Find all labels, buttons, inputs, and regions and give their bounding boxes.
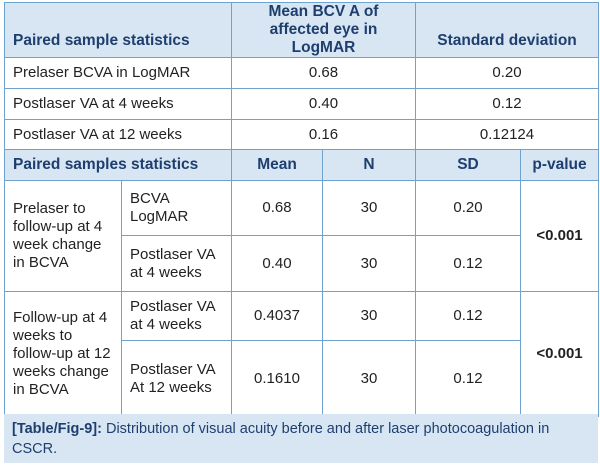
table1-header-mean: Mean BCV A of affected eye in LogMAR <box>231 2 416 58</box>
row-mean: 0.68 <box>231 180 323 236</box>
table1-header-statistics: Paired sample statistics <box>4 2 232 58</box>
row-mean: 0.4037 <box>231 291 323 341</box>
row-mean: 0.40 <box>231 88 416 120</box>
group-pvalue: <0.001 <box>520 180 599 292</box>
row-label: Postlaser VA at 12 weeks <box>4 119 232 150</box>
table-row: Postlaser VA at 4 weeks 0.40 30 0.12 <box>5 235 599 292</box>
caption-text: Distribution of visual acuity before and… <box>12 421 550 457</box>
row-sd: 0.20 <box>415 180 521 236</box>
statistics-figure: Paired sample statistics Mean BCV A of a… <box>4 2 599 463</box>
table2-header-row: Paired samples statistics Mean N SD p-va… <box>4 149 599 181</box>
table2-header-sd: SD <box>415 149 521 181</box>
row-sd: 0.20 <box>415 57 599 89</box>
group-label: Prelaser to follow-up at 4 week change i… <box>4 180 122 292</box>
row-measure: BCVA LogMAR <box>121 180 232 236</box>
row-mean: 0.16 <box>231 119 416 150</box>
table-row: Prelaser BCVA in LogMAR 0.68 0.20 <box>4 57 599 89</box>
row-sd: 0.12124 <box>415 119 599 150</box>
row-mean: 0.68 <box>231 57 416 89</box>
row-sd: 0.12 <box>415 235 521 292</box>
group-label: Follow-up at 4 weeks to follow-up at 12 … <box>4 291 122 417</box>
row-mean: 0.40 <box>231 235 323 292</box>
row-measure: Postlaser VA at 4 weeks <box>121 291 232 341</box>
row-label: Postlaser VA at 4 weeks <box>4 88 232 120</box>
row-sd: 0.12 <box>415 291 521 341</box>
table2-header-n: N <box>322 149 416 181</box>
table-row: Postlaser VA at 4 weeks 0.40 0.12 <box>4 88 599 120</box>
figure-caption: [Table/Fig-9]: Distribution of visual ac… <box>4 414 598 463</box>
row-n: 30 <box>322 340 416 417</box>
row-sd: 0.12 <box>415 88 599 120</box>
row-n: 30 <box>322 235 416 292</box>
group-pvalue: <0.001 <box>520 291 599 417</box>
table-row: Follow-up at 4 weeks to follow-up at 12 … <box>4 291 599 417</box>
row-n: 30 <box>322 291 416 341</box>
row-sd: 0.12 <box>415 340 521 417</box>
table-row: Postlaser VA at 12 weeks 0.16 0.12124 <box>4 119 599 150</box>
table-row: Prelaser to follow-up at 4 week change i… <box>4 180 599 292</box>
table2-header-pvalue: p-value <box>520 149 599 181</box>
row-mean: 0.1610 <box>231 340 323 417</box>
table-row: Postlaser VA At 12 weeks 0.1610 30 0.12 <box>5 340 599 417</box>
statistics-table: Paired sample statistics Mean BCV A of a… <box>4 2 599 417</box>
table1-header-sd: Standard deviation <box>415 2 599 58</box>
row-measure: Postlaser VA At 12 weeks <box>121 340 232 417</box>
row-measure: Postlaser VA at 4 weeks <box>121 235 232 292</box>
table2-header-mean: Mean <box>231 149 323 181</box>
row-label: Prelaser BCVA in LogMAR <box>4 57 232 89</box>
table2-header-statistics: Paired samples statistics <box>4 149 232 181</box>
table1-header-row: Paired sample statistics Mean BCV A of a… <box>4 2 599 58</box>
caption-label: [Table/Fig-9]: <box>12 421 102 437</box>
row-n: 30 <box>322 180 416 236</box>
